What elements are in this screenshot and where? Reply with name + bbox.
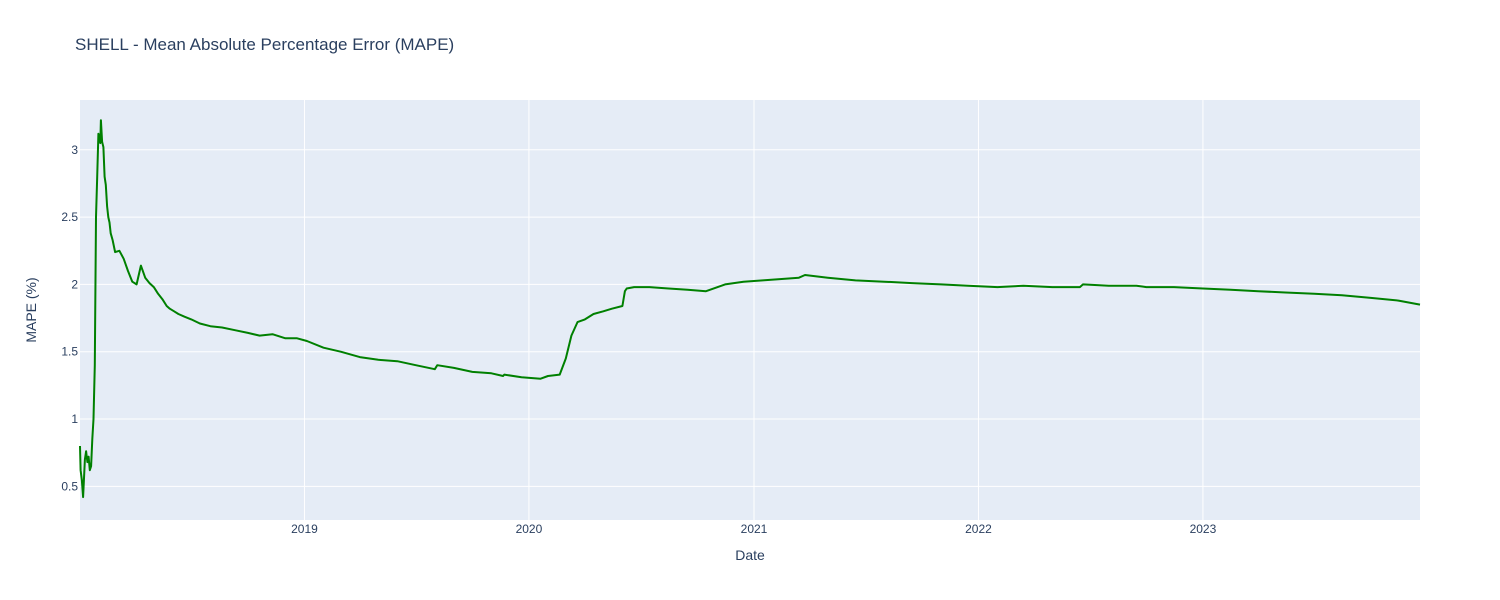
x-tick-label: 2020	[516, 522, 543, 536]
y-tick-label: 1	[71, 412, 78, 426]
x-axis-ticks: 2019 2020 2021 2022 2023	[291, 522, 1216, 536]
x-axis-title: Date	[735, 547, 765, 563]
y-tick-label: 2	[71, 277, 78, 291]
plot-area	[80, 100, 1420, 520]
grid-lines	[80, 100, 1420, 520]
x-tick-label: 2019	[291, 522, 318, 536]
x-tick-label: 2022	[965, 522, 992, 536]
y-axis-title: MAPE (%)	[23, 277, 39, 342]
mape-series-line	[79, 119, 1421, 499]
y-tick-label: 3	[71, 143, 78, 157]
chart-title: SHELL - Mean Absolute Percentage Error (…	[75, 35, 454, 54]
x-tick-label: 2023	[1190, 522, 1217, 536]
y-axis-ticks: 0.5 1 1.5 2 2.5 3	[61, 143, 78, 494]
y-tick-label: 1.5	[61, 345, 78, 359]
x-tick-label: 2021	[741, 522, 768, 536]
y-tick-label: 2.5	[61, 210, 78, 224]
y-tick-label: 0.5	[61, 479, 78, 493]
